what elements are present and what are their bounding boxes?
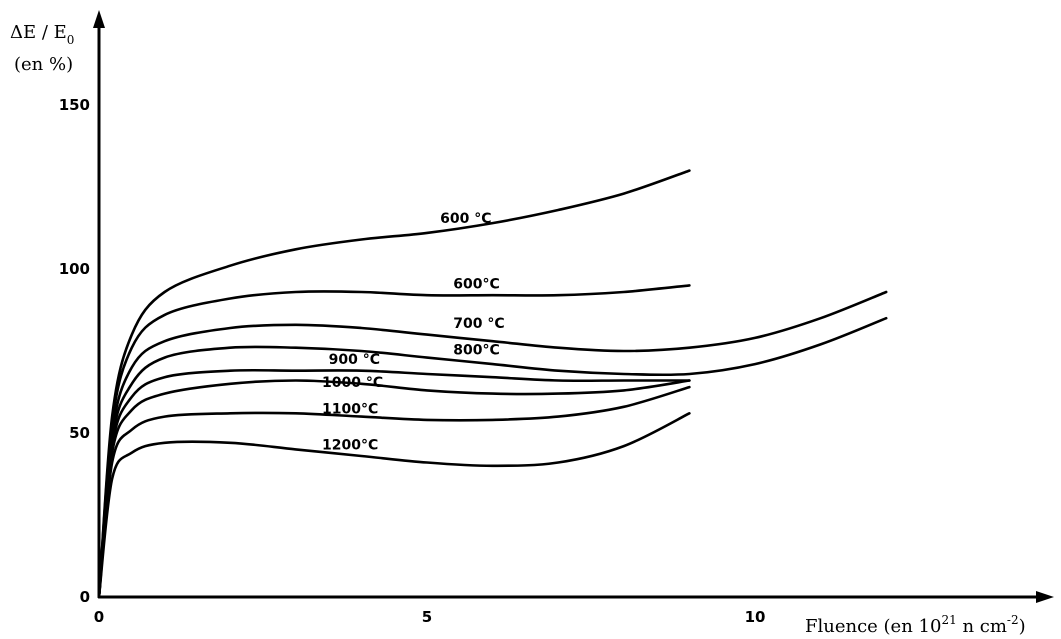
y-tick-label: 0 — [80, 588, 90, 606]
series-label-6: 1100°C — [322, 401, 378, 417]
series-label-7: 1200°C — [322, 437, 378, 453]
series-line-6 — [97, 385, 691, 599]
series-label-4: 900 °C — [329, 352, 380, 368]
series-label-0: 600 °C — [440, 211, 491, 227]
series-line-7 — [97, 412, 691, 599]
series-labels: 600 °C 600°C 700 °C 800°C 900 °C 1000 °C 1100°… — [322, 211, 505, 453]
series-line-4 — [97, 368, 691, 599]
series-line-3 — [97, 316, 888, 599]
y-tick-label: 150 — [59, 96, 90, 114]
series-line-0 — [97, 169, 691, 599]
series-label-1: 600°C — [453, 277, 500, 293]
x-tick-label: 0 — [94, 608, 104, 626]
series-label-3: 800°C — [453, 342, 500, 358]
series-line-2 — [97, 290, 888, 599]
series-line-1 — [97, 284, 691, 599]
y-tick-label: 100 — [59, 260, 90, 278]
x-tick-label: 10 — [745, 608, 766, 626]
x-axis-title: Fluence (en 1021 n cm-2) — [805, 613, 1026, 637]
y-axis-title-line1: ΔE / E0 — [10, 22, 74, 47]
axes — [93, 10, 1054, 603]
series-curves — [97, 169, 888, 599]
y-axis-title-line2: (en %) — [14, 54, 73, 75]
series-label-5: 1000 °C — [322, 375, 383, 391]
x-axis-arrowhead — [1036, 591, 1054, 603]
series-label-2: 700 °C — [453, 316, 504, 332]
y-tick-labels: 0 50 100 150 — [59, 96, 90, 606]
y-axis-arrowhead — [93, 10, 105, 28]
series-line-5 — [97, 379, 691, 599]
y-tick-label: 50 — [69, 424, 90, 442]
x-tick-label: 5 — [422, 608, 432, 626]
x-tick-labels: 0 5 10 — [94, 608, 766, 626]
